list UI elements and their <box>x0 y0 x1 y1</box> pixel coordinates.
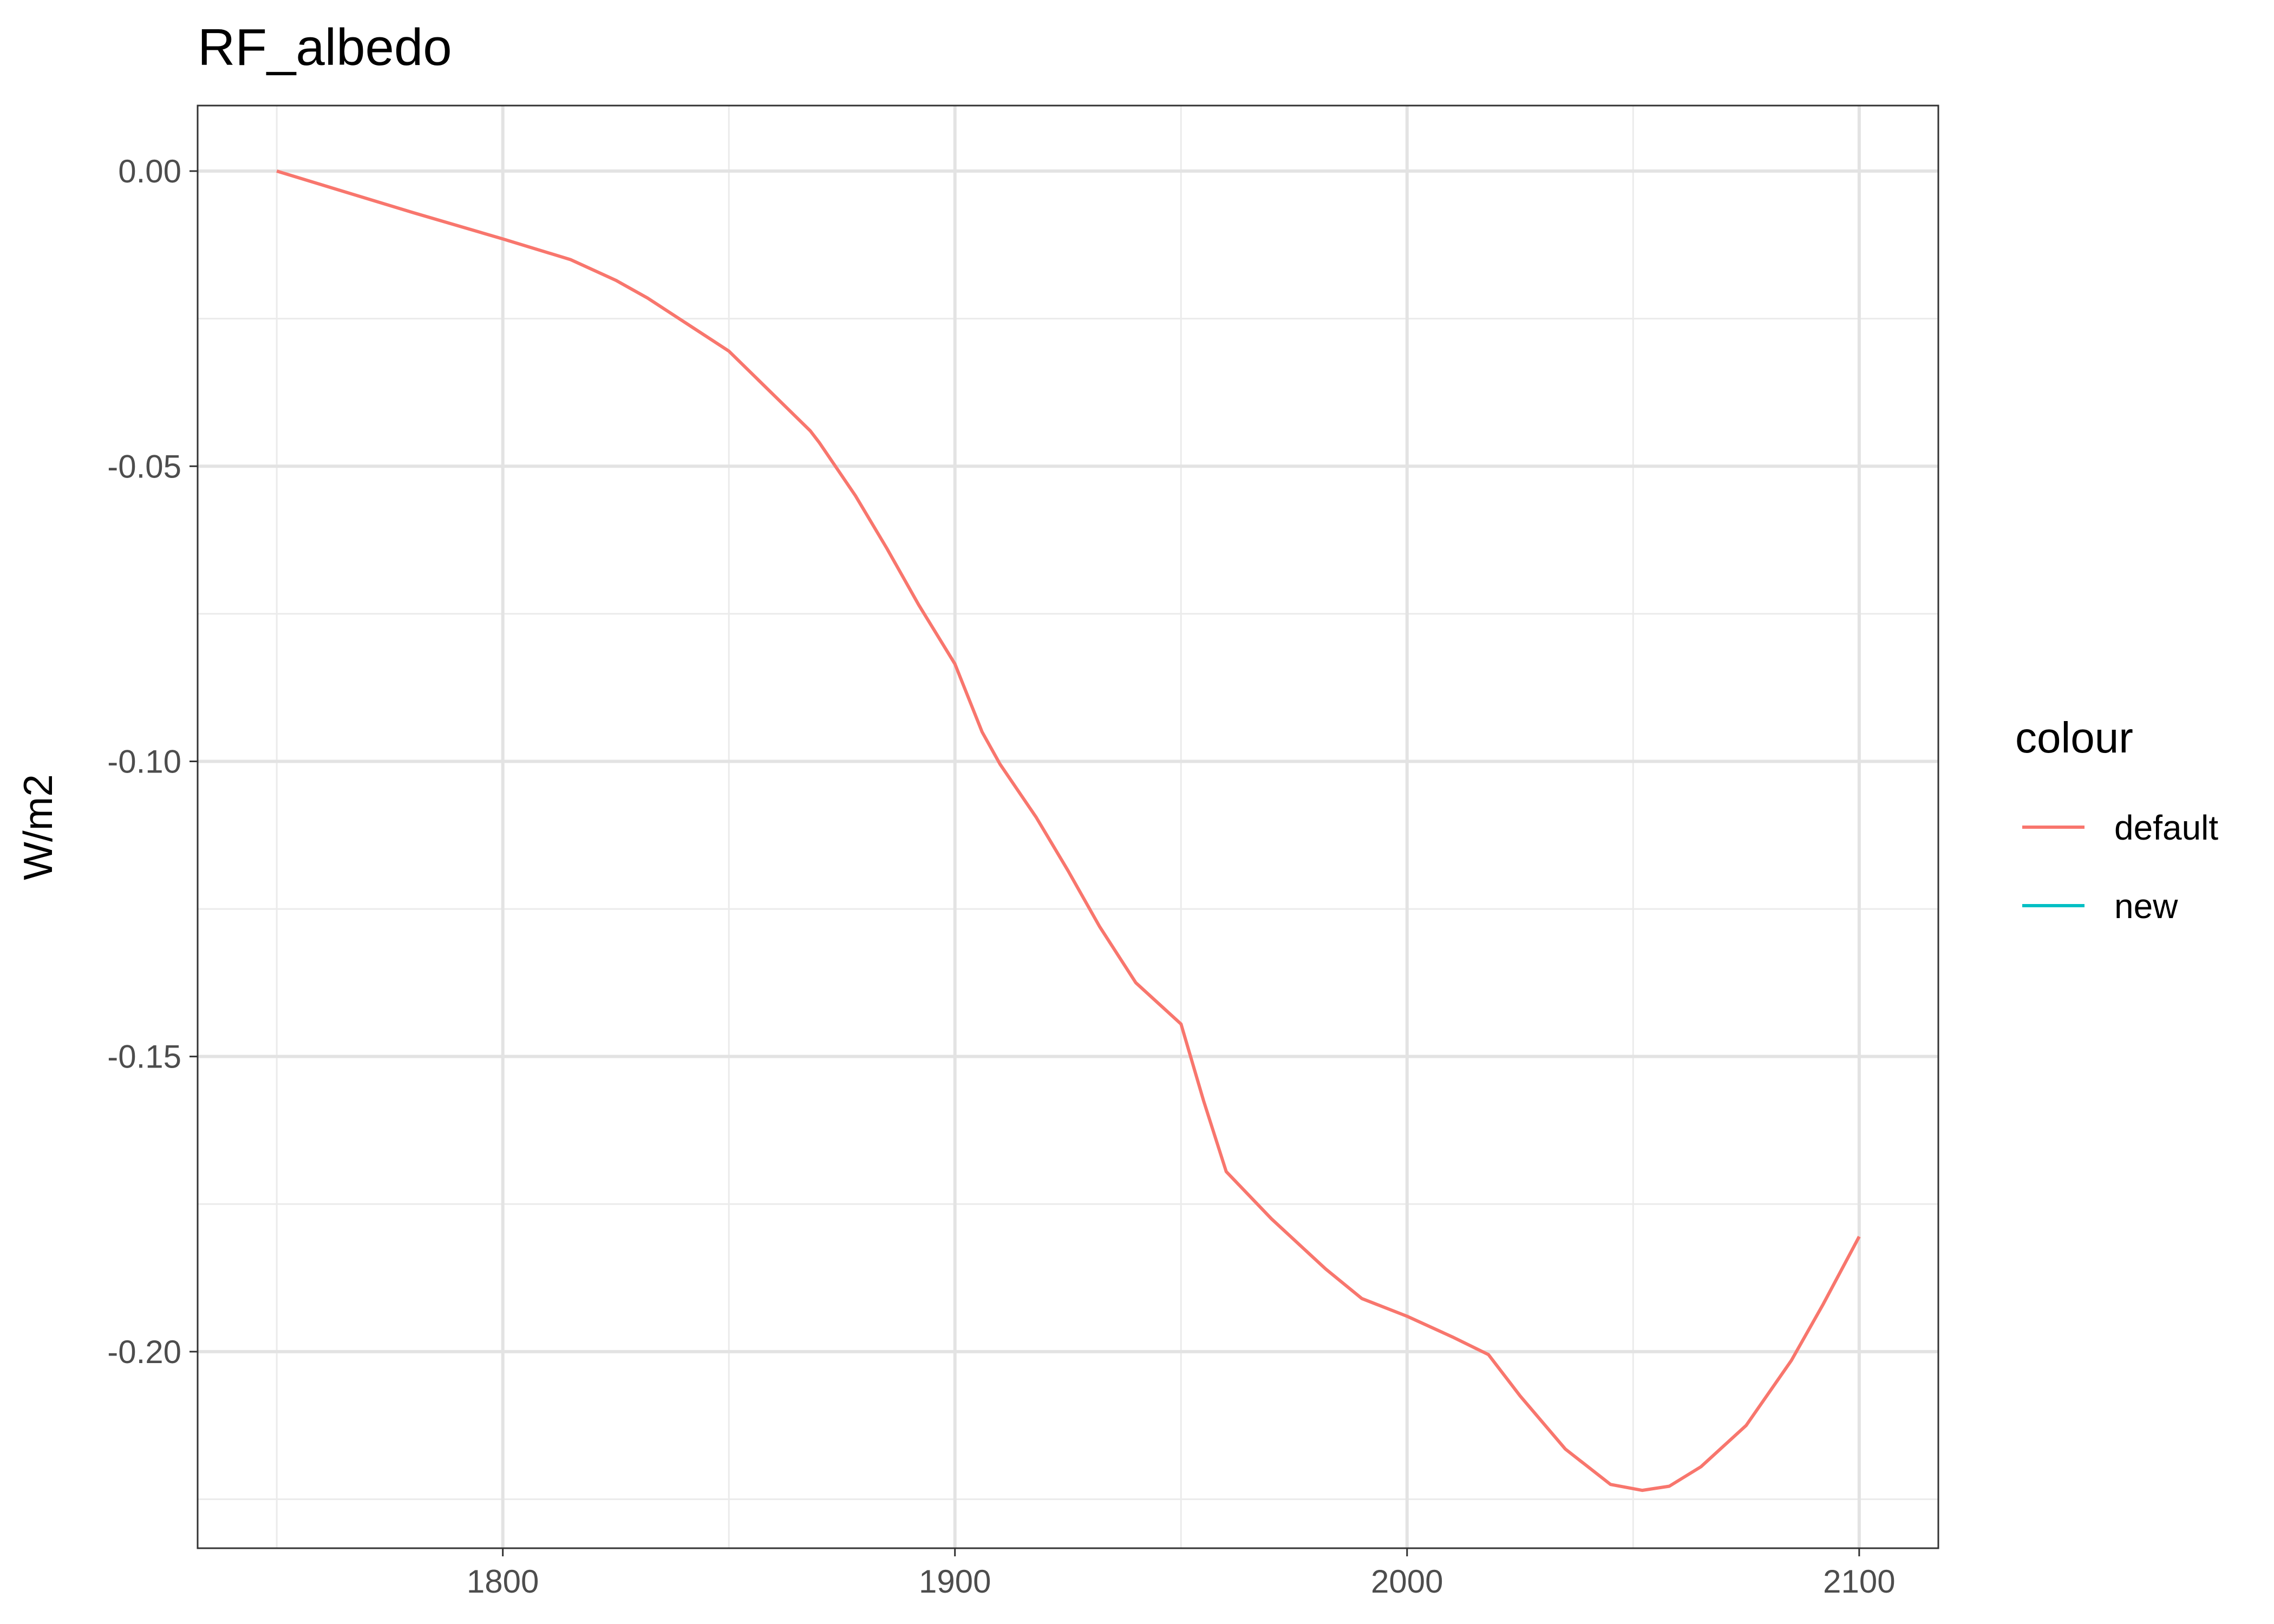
grid-major <box>198 106 1938 1548</box>
plot-border <box>197 104 1939 1549</box>
series-line-default <box>276 169 1861 1492</box>
legend-label-new: new <box>2114 887 2178 926</box>
y-axis: 0.00 -0.05 -0.10 -0.15 -0.20 <box>107 153 198 1370</box>
plot-background <box>198 106 1938 1548</box>
y-tick-label: -0.15 <box>107 1039 181 1075</box>
legend-label-default: default <box>2114 808 2218 847</box>
y-tick-label: -0.20 <box>107 1334 181 1370</box>
x-tick-label: 2100 <box>1823 1563 1895 1600</box>
chart-title: RF_albedo <box>198 18 452 76</box>
x-tick-label: 1800 <box>467 1563 539 1600</box>
y-tick-label: -0.10 <box>107 743 181 780</box>
x-tick-label: 1900 <box>919 1563 991 1600</box>
series-layer <box>276 169 1861 1492</box>
legend-items: default new <box>2022 808 2218 926</box>
grid-minor <box>198 106 1938 1548</box>
y-tick-label: -0.05 <box>107 448 181 484</box>
plot-area <box>197 104 1939 1549</box>
x-tick-label: 2000 <box>1371 1563 1443 1600</box>
legend-title: colour <box>2015 713 2133 762</box>
x-axis: 1800 1900 2000 2100 <box>467 1548 1896 1600</box>
y-tick-label: 0.00 <box>118 153 181 189</box>
legend: colour default new <box>2015 713 2218 926</box>
y-axis-title: W/m2 <box>15 774 61 880</box>
